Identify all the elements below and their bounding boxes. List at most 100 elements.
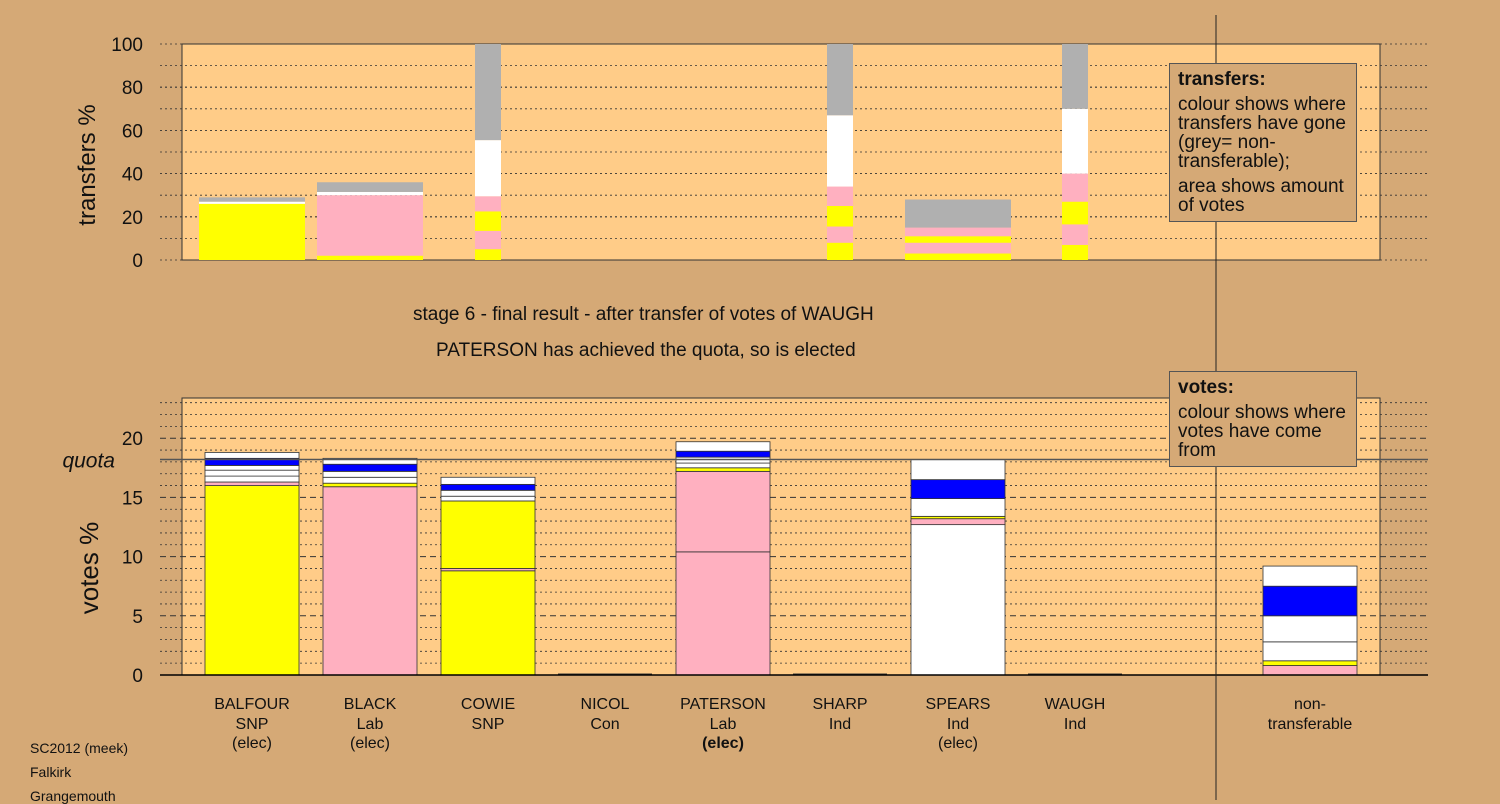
candidate-name: WAUGH: [1045, 696, 1106, 713]
candidate-name: PATERSON: [680, 696, 766, 713]
transfer-bar-segment: [905, 236, 1011, 243]
candidate-party: transferable: [1268, 716, 1353, 733]
footer-ward: Grangemouth: [30, 788, 116, 804]
vote-bar-segment: [1262, 615, 1358, 643]
transfer-bar-segment: [475, 196, 501, 212]
vote-bar-segment: [322, 486, 418, 676]
vote-bar-segment: [204, 475, 300, 483]
vote-bar-segment: [322, 470, 418, 478]
candidate-status: (elec): [350, 735, 390, 752]
transfer-bar-segment: [1062, 201, 1088, 225]
footer-council: Falkirk: [30, 764, 72, 780]
candidate-status: (elec): [232, 735, 272, 752]
vote-bar-segment: [675, 450, 771, 458]
transfer-bar-segment: [199, 197, 305, 202]
vote-bar-segment: [910, 459, 1006, 481]
transfer-bar-segment: [827, 242, 853, 260]
candidate-party: Lab: [710, 716, 737, 733]
vote-bar-segment: [204, 465, 300, 471]
votes-legend-title: votes:: [1178, 377, 1234, 398]
vote-bar-segment: [675, 467, 771, 472]
vote-bar-segment: [204, 485, 300, 676]
vote-bar-segment: [910, 479, 1006, 499]
candidate-name: NICOL: [581, 696, 630, 713]
transfers-tick-label: 80: [122, 78, 143, 99]
votes-tick-label: 5: [132, 607, 143, 628]
vote-bar-segment: [675, 551, 771, 676]
transfer-bar-segment: [475, 230, 501, 250]
candidate-party: Con: [590, 716, 619, 733]
transfers-legend-text-2: area shows amount of votes: [1178, 176, 1344, 216]
votes-legend-text: colour shows where votes have come from: [1178, 402, 1346, 461]
votes-axis-label: votes %: [74, 522, 104, 615]
transfer-bar-segment: [1062, 244, 1088, 260]
candidate-name: SPEARS: [926, 696, 991, 713]
candidate-party: SNP: [472, 716, 505, 733]
transfer-bar-segment: [475, 211, 501, 231]
transfer-bar-segment: [827, 115, 853, 187]
stage-caption: stage 6 - final result - after transfer …: [413, 304, 874, 325]
vote-bar-segment: [322, 482, 418, 488]
candidate-status: (elec): [938, 735, 978, 752]
quota-label: quota: [62, 450, 115, 473]
transfer-bar-segment: [827, 226, 853, 243]
transfer-bar-segment: [1062, 44, 1088, 109]
vote-bar-segment: [910, 498, 1006, 517]
vote-bar-segment: [204, 452, 300, 459]
vote-bar-segment: [440, 476, 536, 485]
vote-bar-segment: [675, 462, 771, 469]
candidate-name: COWIE: [461, 696, 515, 713]
elected-caption: PATERSON has achieved the quota, so is e…: [436, 340, 856, 361]
transfer-bar-segment: [475, 249, 501, 260]
candidate-name: non-: [1294, 696, 1326, 713]
votes-tick-label: 20: [122, 429, 143, 450]
transfer-bar-segment: [317, 195, 423, 256]
transfer-bar-segment: [475, 140, 501, 197]
candidate-name: BLACK: [344, 696, 397, 713]
candidate-party: Ind: [947, 716, 969, 733]
vote-bar-segment: [1262, 660, 1358, 666]
votes-tick-label: 15: [122, 488, 143, 509]
transfer-bar-segment: [317, 191, 423, 196]
transfers-legend: transfers: colour shows where transfers …: [1169, 63, 1357, 222]
transfer-bar-segment: [827, 186, 853, 206]
vote-bar-segment: [1262, 665, 1358, 676]
transfer-bar-segment: [199, 201, 305, 204]
vote-bar-segment: [1262, 585, 1358, 617]
vote-bar-segment: [440, 489, 536, 497]
transfers-axis-label: transfers %: [74, 104, 101, 225]
candidate-party: Ind: [829, 716, 851, 733]
vote-bar-segment: [322, 463, 418, 472]
vote-bar-segment: [675, 470, 771, 553]
transfer-bar-segment: [905, 253, 1011, 260]
transfers-legend-text: colour shows where transfers have gone (…: [1178, 94, 1346, 172]
transfers-tick-label: 20: [122, 208, 143, 229]
transfer-bar-segment: [905, 242, 1011, 254]
transfers-tick-label: 40: [122, 165, 143, 186]
vote-bar-segment: [440, 483, 536, 491]
votes-tick-label: 0: [132, 666, 143, 687]
candidate-party: Ind: [1064, 716, 1086, 733]
transfer-bar-segment: [827, 44, 853, 116]
transfers-tick-label: 100: [111, 35, 143, 56]
transfers-tick-label: 0: [132, 251, 143, 272]
transfer-bar-segment: [827, 206, 853, 227]
transfer-bar-segment: [317, 255, 423, 260]
vote-bar-segment: [322, 457, 418, 465]
footer-method: SC2012 (meek): [30, 740, 129, 756]
transfers-tick-label: 60: [122, 121, 143, 142]
vote-bar-segment: [910, 518, 1006, 526]
vote-bar-segment: [204, 481, 300, 486]
transfers-legend-title: transfers:: [1178, 69, 1266, 90]
candidate-party: SNP: [236, 716, 269, 733]
votes-tick-label: 10: [122, 548, 143, 569]
vote-bar-segment: [322, 476, 418, 484]
vote-bar-segment: [204, 469, 300, 477]
candidate-name: SHARP: [812, 696, 867, 713]
vote-bar-segment: [440, 570, 536, 676]
transfer-bar-segment: [905, 199, 1011, 228]
vote-bar-segment: [440, 500, 536, 569]
transfer-bar-segment: [1062, 173, 1088, 202]
transfer-bar-segment: [199, 203, 305, 260]
candidate-party: Lab: [357, 716, 384, 733]
